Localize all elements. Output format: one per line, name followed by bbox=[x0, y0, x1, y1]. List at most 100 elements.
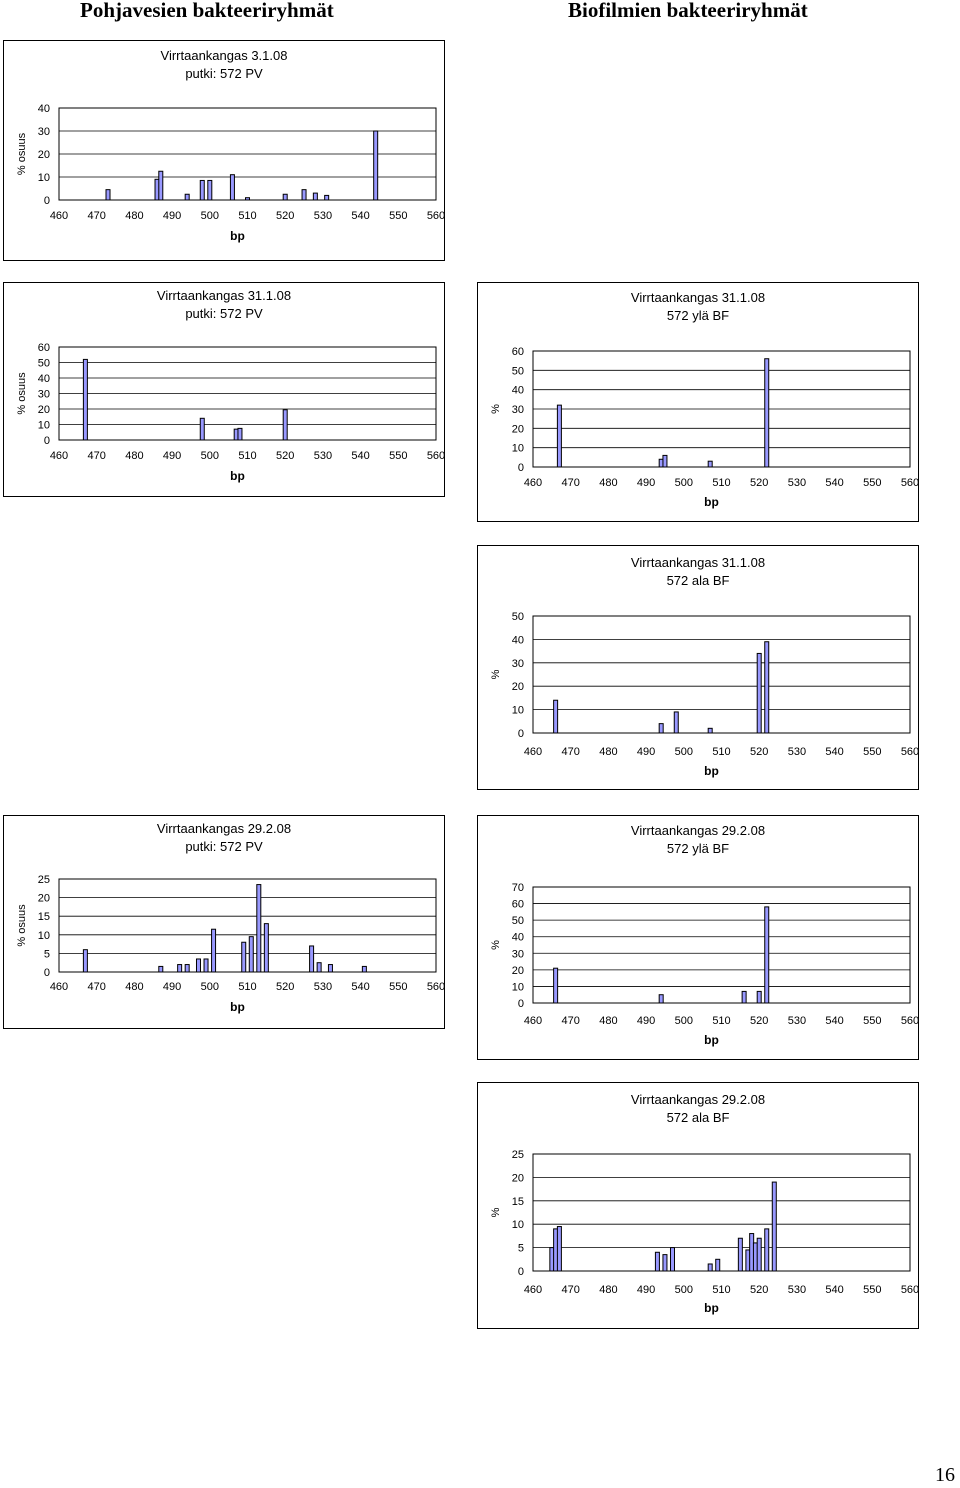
y-tick-label: 20 bbox=[512, 423, 524, 435]
chart-svg: 0 10 20 30 40 50 60 460 470 480 490 500 510 520 530 540… bbox=[490, 346, 918, 509]
y-axis-label: % osuus bbox=[16, 904, 28, 947]
chart-title-line: putki: 572 PV bbox=[185, 839, 263, 854]
bar bbox=[241, 941, 247, 973]
y-tick-label: 25 bbox=[512, 1149, 524, 1161]
y-tick-label: 40 bbox=[38, 103, 50, 115]
x-tick-label: 460 bbox=[524, 1015, 542, 1027]
x-tick-label: 490 bbox=[637, 477, 655, 489]
y-tick-label: 20 bbox=[38, 149, 50, 161]
bar bbox=[556, 1226, 562, 1272]
y-tick-label: 40 bbox=[38, 373, 50, 385]
x-tick-label: 550 bbox=[863, 746, 881, 758]
x-tick-label: 500 bbox=[201, 981, 219, 993]
bar bbox=[669, 1247, 675, 1272]
x-tick-label: 540 bbox=[351, 450, 369, 462]
bar bbox=[756, 1237, 762, 1272]
chart-panel-bf-ala-29-2: Virrtaankangas 29.2.08 572 ala BF 0 5 10 15 20… bbox=[477, 1082, 919, 1329]
bar bbox=[105, 189, 111, 201]
bar bbox=[373, 130, 379, 201]
y-tick-label: 10 bbox=[38, 420, 50, 432]
bar bbox=[211, 928, 217, 973]
bar bbox=[658, 994, 664, 1004]
y-tick-label: 10 bbox=[38, 172, 50, 184]
groundwater-heading: Pohjavesien bakteeriryhmät bbox=[80, 0, 334, 22]
x-tick-label: 520 bbox=[750, 746, 768, 758]
y-axis-label: % bbox=[490, 404, 502, 414]
x-tick-label: 490 bbox=[637, 1015, 655, 1027]
chart-title-line: Virrtaankangas 31.1.08 bbox=[156, 288, 292, 303]
chart-panel-pv-3-1: Virrtaankangas 3.1.08 putki: 572 PV 0 10 20 3… bbox=[3, 40, 445, 261]
chart-title-line: Virrtaankangas 29.2.08 bbox=[630, 1092, 766, 1107]
x-axis-label: bp bbox=[230, 469, 245, 483]
x-tick-label: 490 bbox=[163, 450, 181, 462]
bar bbox=[263, 923, 269, 973]
bar bbox=[707, 727, 713, 734]
bar bbox=[158, 965, 164, 973]
chart-title-line: putki: 572 PV bbox=[185, 66, 263, 81]
bar bbox=[256, 884, 262, 973]
y-tick-label: 0 bbox=[44, 195, 50, 207]
x-tick-label: 560 bbox=[901, 746, 918, 758]
y-tick-label: 30 bbox=[512, 948, 524, 960]
x-axis-label: bp bbox=[704, 1301, 719, 1315]
x-tick-label: 520 bbox=[750, 1015, 768, 1027]
bar bbox=[553, 699, 559, 734]
x-axis-label: bp bbox=[704, 1033, 719, 1047]
y-tick-label: 30 bbox=[38, 389, 50, 401]
bar bbox=[654, 1251, 660, 1272]
bar bbox=[301, 189, 307, 201]
x-tick-label: 460 bbox=[524, 746, 542, 758]
y-tick-label: 40 bbox=[512, 932, 524, 944]
x-tick-label: 530 bbox=[788, 746, 806, 758]
x-tick-label: 470 bbox=[88, 450, 106, 462]
x-tick-label: 540 bbox=[351, 981, 369, 993]
bar bbox=[715, 1258, 721, 1272]
x-axis-label: bp bbox=[704, 764, 719, 778]
bar bbox=[282, 409, 288, 441]
bar bbox=[737, 1237, 743, 1272]
x-tick-label: 460 bbox=[50, 450, 68, 462]
x-tick-label: 500 bbox=[675, 1284, 693, 1296]
chart-title-line: 572 ylä BF bbox=[666, 841, 730, 856]
bar bbox=[282, 193, 288, 201]
x-tick-label: 560 bbox=[901, 477, 918, 489]
bar bbox=[203, 958, 209, 973]
bar bbox=[324, 194, 330, 201]
y-tick-label: 10 bbox=[512, 705, 524, 717]
x-tick-label: 530 bbox=[788, 1015, 806, 1027]
x-tick-label: 520 bbox=[750, 1284, 768, 1296]
x-tick-label: 480 bbox=[599, 477, 617, 489]
x-tick-label: 510 bbox=[712, 477, 730, 489]
page-number: 16 bbox=[935, 1464, 955, 1486]
y-tick-label: 0 bbox=[518, 462, 524, 474]
x-tick-label: 480 bbox=[125, 210, 143, 222]
x-tick-label: 500 bbox=[675, 1015, 693, 1027]
x-tick-label: 490 bbox=[163, 210, 181, 222]
chart-title-line: 572 ala BF bbox=[666, 573, 730, 588]
y-tick-label: 50 bbox=[38, 358, 50, 370]
bar bbox=[207, 179, 213, 201]
y-tick-label: 70 bbox=[512, 882, 524, 894]
bar bbox=[764, 906, 770, 1004]
y-tick-label: 20 bbox=[512, 681, 524, 693]
bar bbox=[158, 170, 164, 201]
bar bbox=[741, 990, 747, 1004]
y-tick-label: 60 bbox=[38, 342, 50, 354]
x-tick-label: 470 bbox=[562, 477, 580, 489]
plot-area bbox=[532, 886, 911, 1004]
y-axis-label: % bbox=[490, 1207, 502, 1217]
x-tick-label: 560 bbox=[427, 981, 444, 993]
bar bbox=[361, 965, 367, 973]
x-tick-label: 490 bbox=[163, 981, 181, 993]
x-tick-label: 470 bbox=[562, 1284, 580, 1296]
chart-svg: 0 10 20 30 40 50 60 460 470 480 490 500 510 520 530 540… bbox=[16, 342, 444, 483]
x-tick-label: 510 bbox=[712, 1015, 730, 1027]
x-tick-label: 550 bbox=[863, 477, 881, 489]
x-tick-label: 540 bbox=[351, 210, 369, 222]
x-tick-label: 510 bbox=[712, 1284, 730, 1296]
bar bbox=[707, 460, 713, 468]
bar bbox=[771, 1181, 777, 1272]
chart-title-line: Virrtaankangas 29.2.08 bbox=[156, 821, 292, 836]
y-tick-label: 0 bbox=[518, 1266, 524, 1278]
